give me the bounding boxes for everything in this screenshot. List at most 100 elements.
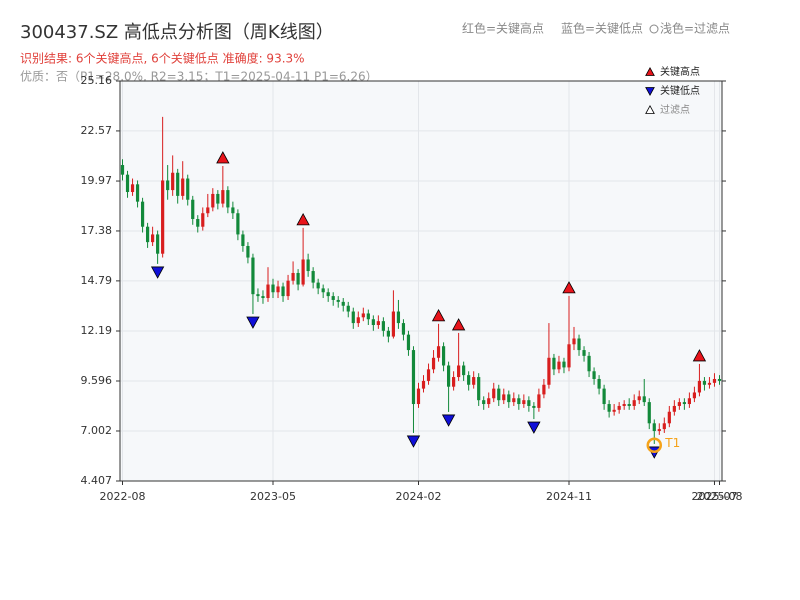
candle-body (171, 172, 175, 191)
candle-body (622, 404, 626, 406)
candle-body (482, 400, 486, 405)
candle-body (687, 398, 691, 405)
legend-marker (645, 66, 655, 76)
candle-body (316, 282, 320, 289)
header-legend: 红色=关键高点 (462, 21, 544, 36)
candle-body (662, 423, 666, 430)
candle-body (537, 394, 541, 408)
candle-body (552, 357, 556, 370)
key-point (527, 421, 541, 434)
candle-body (140, 201, 145, 227)
candle-body (406, 334, 411, 351)
candle-body (587, 355, 591, 372)
candle-body (186, 178, 190, 200)
candle-body (151, 234, 155, 243)
key-point (692, 349, 707, 362)
legend-marker (645, 87, 655, 97)
candle-body (226, 190, 230, 208)
candle-body (547, 357, 551, 385)
key-point (562, 281, 576, 294)
y-tick-label: 22.57 (81, 124, 113, 137)
header-legend: 蓝色=关键低点 (561, 22, 643, 36)
candle-body (331, 296, 335, 300)
candle-body (707, 382, 712, 385)
candle-body (145, 226, 150, 243)
candle-body (236, 213, 240, 235)
candle-body (376, 321, 380, 326)
candle-body (527, 400, 531, 406)
target-marker (646, 437, 663, 454)
candle-body (296, 272, 300, 285)
candle-body (130, 184, 135, 193)
candle-body (336, 299, 340, 302)
candle-body (351, 311, 355, 324)
candle-body (572, 338, 576, 345)
candle-body (206, 207, 210, 214)
candle-body (246, 245, 250, 258)
candle-body (256, 294, 260, 297)
y-tick-label: 25.16 (81, 74, 113, 87)
candle-body (401, 323, 406, 335)
candle-body (166, 180, 170, 191)
y-tick-label: 9.596 (81, 374, 113, 387)
key-point (296, 213, 310, 226)
candle-body (341, 301, 345, 306)
candle-body (231, 207, 235, 214)
candle-body (712, 378, 717, 383)
candle-body (457, 365, 461, 378)
candle-body (321, 288, 325, 293)
candle-body (201, 213, 205, 227)
x-tick-label: 2024-02 (396, 490, 442, 503)
candle-body (135, 184, 140, 202)
candle-body (266, 284, 270, 299)
candle-body (652, 423, 656, 432)
x-tick-label: 2023-05 (250, 490, 296, 503)
candle-body (286, 280, 290, 297)
candle-body (125, 174, 130, 193)
key-point (441, 414, 456, 427)
candle-body (291, 272, 295, 281)
candle-body (582, 350, 586, 356)
candle-body (181, 178, 185, 196)
candle-body (577, 338, 581, 351)
candle-body (462, 365, 466, 376)
candle-body (176, 172, 180, 196)
candle-body (477, 377, 481, 401)
candle-body (522, 400, 526, 405)
x-tick-label: 2025-07 (691, 490, 737, 503)
candle-body (366, 313, 370, 320)
candle-body (241, 234, 245, 246)
candle-body (306, 259, 310, 272)
candle-body (617, 405, 621, 410)
target-label: T1 (664, 436, 680, 450)
candle-body (276, 286, 280, 293)
candle-body (191, 199, 195, 220)
candle-body (677, 402, 681, 406)
candle-body (386, 330, 390, 337)
y-tick-label: 12.19 (81, 324, 113, 337)
candle-body (682, 402, 686, 405)
candle-body (161, 180, 165, 254)
candle-body (411, 350, 416, 405)
candle-body (446, 365, 451, 387)
key-point (406, 435, 421, 448)
candle-body (672, 405, 676, 412)
candle-body (542, 384, 546, 395)
candle-body (667, 411, 671, 424)
candle-body (441, 346, 446, 366)
candle-body (391, 311, 396, 337)
candle-body (627, 404, 631, 406)
x-tick-label: 2025-08 (697, 490, 743, 503)
legend-label: 过滤点 (660, 103, 690, 116)
candle-body (216, 193, 220, 204)
candle-body (657, 429, 661, 432)
candle-body (251, 257, 255, 295)
candle-body (326, 292, 330, 297)
candle-body (602, 388, 606, 405)
candle-body (637, 396, 641, 401)
candle-body (492, 388, 496, 399)
candle-body (436, 346, 441, 358)
candle-body (221, 190, 225, 204)
candle-body (361, 313, 365, 318)
